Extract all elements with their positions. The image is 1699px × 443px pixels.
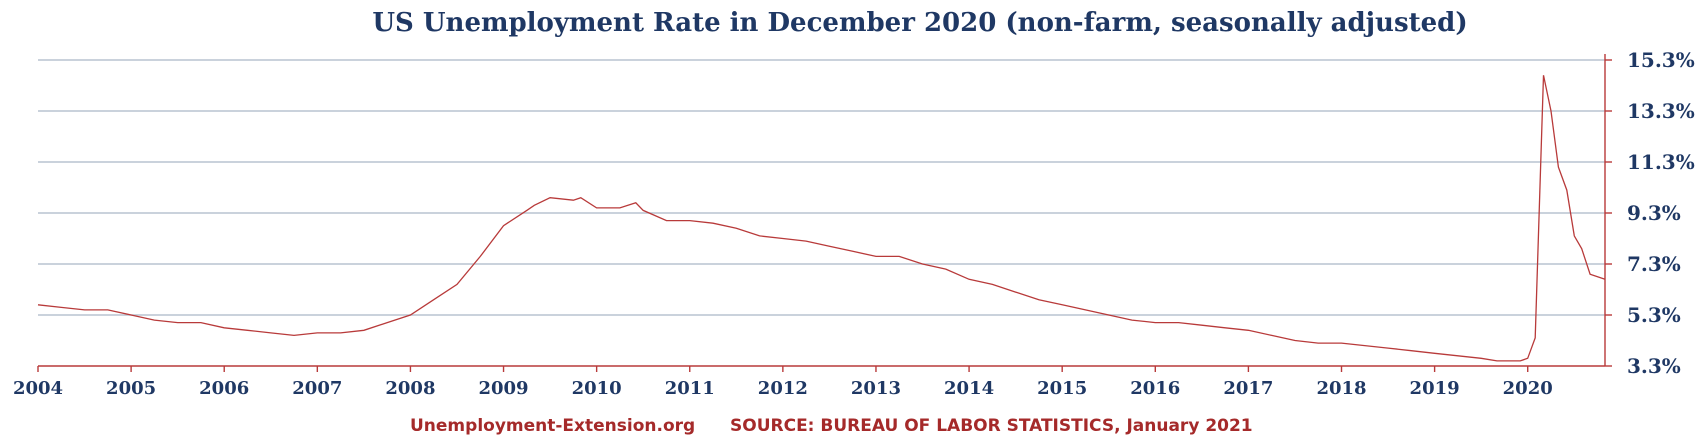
x-tick-label: 2014: [944, 378, 994, 399]
chart-title: US Unemployment Rate in December 2020 (n…: [372, 8, 1467, 38]
x-tick-label: 2012: [758, 378, 808, 399]
x-tick-label: 2015: [1037, 378, 1087, 399]
footer-source: SOURCE: BUREAU OF LABOR STATISTICS, Janu…: [730, 416, 1253, 436]
x-tick-label: 2018: [1316, 378, 1366, 399]
x-tick-label: 2016: [1130, 378, 1180, 399]
x-tick-label: 2008: [385, 378, 435, 399]
y-tick-label: 9.3%: [1627, 201, 1681, 225]
axes: [37, 54, 1612, 372]
x-tick-label: 2013: [851, 378, 901, 399]
y-tick-label: 13.3%: [1627, 99, 1695, 123]
x-tick-label: 2011: [665, 378, 715, 399]
x-tick-label: 2006: [199, 378, 249, 399]
series-line: [37, 75, 1606, 362]
x-tick-label: 2009: [478, 378, 528, 399]
x-tick-label: 2010: [572, 378, 622, 399]
x-tick-label: 2017: [1223, 378, 1273, 399]
y-tick-label: 3.3%: [1627, 354, 1681, 378]
y-tick-label: 7.3%: [1627, 252, 1681, 276]
series-layer: [37, 75, 1606, 362]
y-tick-label: 11.3%: [1627, 150, 1695, 174]
y-tick-label: 15.3%: [1627, 48, 1695, 72]
x-tick-label: 2004: [13, 378, 63, 399]
gridlines: [38, 59, 1605, 316]
x-tick-label: 2005: [106, 378, 156, 399]
y-tick-labels: 3.3% 5.3% 7.3% 9.3% 11.3% 13.3% 15.3%: [1627, 48, 1695, 378]
y-tick-label: 5.3%: [1627, 303, 1681, 327]
x-tick-labels: 2004 2005 2006 2007 2008 2009 2010 2011 2012 2013…: [13, 378, 1553, 399]
x-tick-label: 2020: [1503, 378, 1553, 399]
x-tick-label: 2007: [292, 378, 342, 399]
footer-site: Unemployment-Extension.org: [410, 416, 695, 436]
x-tick-label: 2019: [1410, 378, 1460, 399]
